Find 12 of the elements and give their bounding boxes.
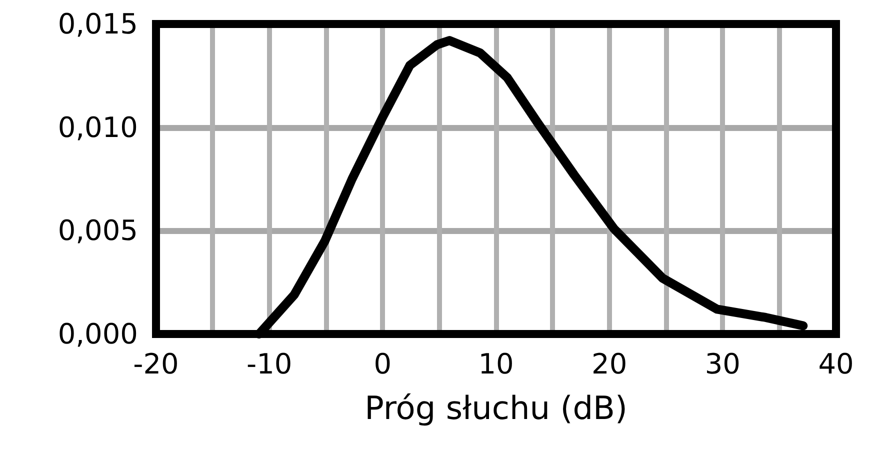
y-tick-label: 0,005 — [58, 214, 138, 248]
x-tick-label: 40 — [818, 348, 854, 380]
y-tick-label: 0,015 — [58, 8, 138, 40]
x-tick-label: 0 — [374, 348, 392, 380]
x-tick-label: 30 — [704, 348, 740, 380]
x-tick-label: -10 — [246, 348, 292, 380]
x-axis-title: Próg słuchu (dB) — [364, 389, 628, 427]
y-tick-label: 0,000 — [58, 318, 138, 350]
x-tick-label: 20 — [592, 348, 628, 380]
y-tick-label: 0,010 — [58, 110, 138, 144]
x-tick-label: 10 — [478, 348, 514, 380]
x-tick-label: -20 — [133, 348, 179, 380]
